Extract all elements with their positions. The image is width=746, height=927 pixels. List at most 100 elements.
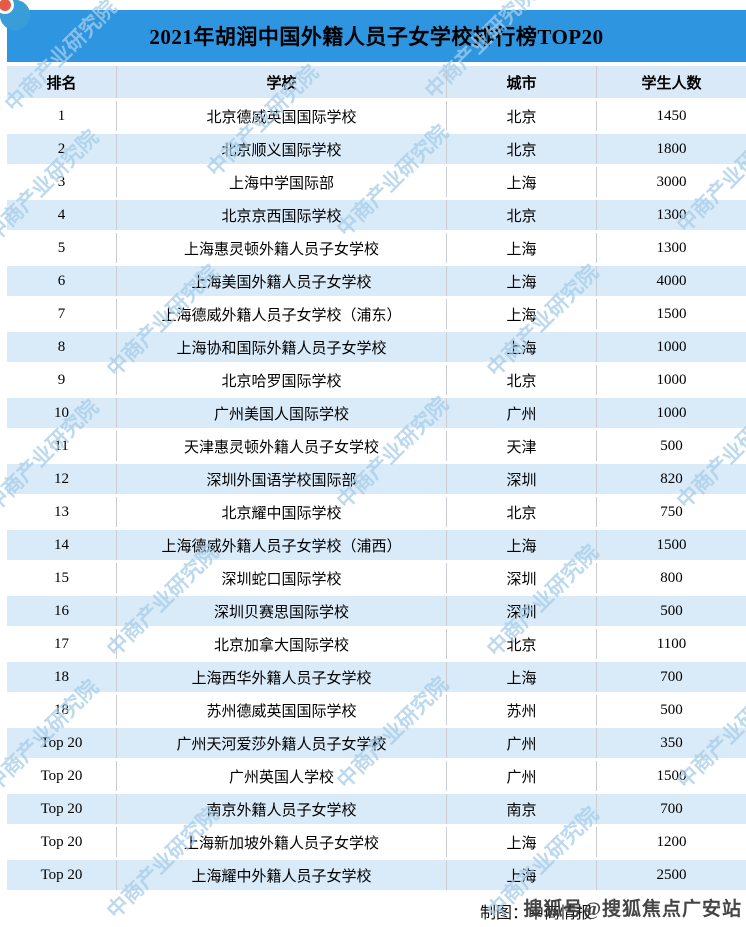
students-cell: 4000 <box>656 272 687 289</box>
city-cell: 深圳 <box>447 563 597 593</box>
students-cell: 820 <box>660 470 683 487</box>
column-header-city: 城市 <box>447 66 597 98</box>
rank-cell: 13 <box>7 497 117 527</box>
school-cell: 广州美国人国际学校 <box>117 398 447 428</box>
rank-cell: 4 <box>7 200 117 230</box>
rank-cell: 18 <box>7 662 117 692</box>
city-cell: 上海 <box>447 530 597 560</box>
table-row: Top 20 广州天河爱莎外籍人员子女学校 广州 350 <box>7 728 746 758</box>
table-body: 1 北京德威英国国际学校 北京 1450 2 北京顺义国际学校 北京 1800 3 上海中学国际部… <box>7 101 746 890</box>
city-cell: 广州 <box>447 398 597 428</box>
school-cell: 天津惠灵顿外籍人员子女学校 <box>117 431 447 461</box>
table-row: 9 北京哈罗国际学校 北京 1000 <box>7 365 746 395</box>
school-cell: 上海德威外籍人员子女学校（浦西） <box>117 530 447 560</box>
rank-cell: 16 <box>7 596 117 626</box>
school-cell: 北京哈罗国际学校 <box>117 365 447 395</box>
city-cell: 北京 <box>447 101 597 131</box>
table-row: 15 深圳蛇口国际学校 深圳 800 <box>7 563 746 593</box>
table-row: 5 上海惠灵顿外籍人员子女学校 上海 1300 <box>7 233 746 263</box>
table-row: 7 上海德威外籍人员子女学校（浦东） 上海 1500 <box>7 299 746 329</box>
rank-cell: Top 20 <box>7 761 117 791</box>
table-row: 6 上海美国外籍人员子女学校 上海 4000 <box>7 266 746 296</box>
table-row: 2 北京顺义国际学校 北京 1800 <box>7 134 746 164</box>
table-row: 13 北京耀中国际学校 北京 750 <box>7 497 746 527</box>
city-cell: 北京 <box>447 629 597 659</box>
school-cell: 北京加拿大国际学校 <box>117 629 447 659</box>
students-cell: 500 <box>660 437 683 454</box>
students-cell: 1200 <box>656 833 687 850</box>
city-cell: 深圳 <box>447 464 597 494</box>
rank-cell: 5 <box>7 233 117 263</box>
table-row: Top 20 南京外籍人员子女学校 南京 700 <box>7 794 746 824</box>
rank-cell: Top 20 <box>7 794 117 824</box>
rank-cell: Top 20 <box>7 827 117 857</box>
students-cell: 1000 <box>656 371 687 388</box>
school-cell: 上海西华外籍人员子女学校 <box>117 662 447 692</box>
school-cell: 北京顺义国际学校 <box>117 134 447 164</box>
rank-cell: 10 <box>7 398 117 428</box>
students-cell: 1500 <box>656 536 687 553</box>
school-cell: 上海协和国际外籍人员子女学校 <box>117 332 447 362</box>
students-cell: 750 <box>660 503 683 520</box>
students-cell: 800 <box>660 569 683 586</box>
rank-cell: 2 <box>7 134 117 164</box>
city-cell: 上海 <box>447 233 597 263</box>
students-cell: 1000 <box>656 404 687 421</box>
students-cell: 1100 <box>656 635 687 652</box>
table-row: Top 20 上海新加坡外籍人员子女学校 上海 1200 <box>7 827 746 857</box>
city-cell: 上海 <box>447 299 597 329</box>
students-cell: 3000 <box>656 173 687 190</box>
table-row: 18 上海西华外籍人员子女学校 上海 700 <box>7 662 746 692</box>
table-row: 12 深圳外国语学校国际部 深圳 820 <box>7 464 746 494</box>
school-cell: 上海惠灵顿外籍人员子女学校 <box>117 233 447 263</box>
table-row: 17 北京加拿大国际学校 北京 1100 <box>7 629 746 659</box>
city-cell: 苏州 <box>447 695 597 725</box>
students-cell: 1500 <box>656 305 687 322</box>
students-cell: 1300 <box>656 239 687 256</box>
rank-cell: 1 <box>7 101 117 131</box>
school-cell: 南京外籍人员子女学校 <box>117 794 447 824</box>
rank-cell: 18 <box>7 695 117 725</box>
school-cell: 上海中学国际部 <box>117 167 447 197</box>
students-cell: 500 <box>660 701 683 718</box>
city-cell: 上海 <box>447 860 597 890</box>
title-bar: 2021年胡润中国外籍人员子女学校排行榜TOP20 <box>7 10 746 62</box>
table-row: 4 北京京西国际学校 北京 1300 <box>7 200 746 230</box>
rank-cell: Top 20 <box>7 860 117 890</box>
school-cell: 北京德威英国国际学校 <box>117 101 447 131</box>
rank-cell: Top 20 <box>7 728 117 758</box>
table-row: Top 20 上海耀中外籍人员子女学校 上海 2500 <box>7 860 746 890</box>
students-cell: 700 <box>660 800 683 817</box>
school-cell: 上海美国外籍人员子女学校 <box>117 266 447 296</box>
rank-cell: 8 <box>7 332 117 362</box>
city-cell: 上海 <box>447 167 597 197</box>
city-cell: 北京 <box>447 200 597 230</box>
rank-cell: 12 <box>7 464 117 494</box>
column-header-rank: 排名 <box>7 66 117 98</box>
school-cell: 苏州德威英国国际学校 <box>117 695 447 725</box>
table-row: 16 深圳贝赛思国际学校 深圳 500 <box>7 596 746 626</box>
table-row: 10 广州美国人国际学校 广州 1000 <box>7 398 746 428</box>
rank-cell: 6 <box>7 266 117 296</box>
table-row: 1 北京德威英国国际学校 北京 1450 <box>7 101 746 131</box>
students-cell: 500 <box>660 602 683 619</box>
table-header-row: 排名 学校 城市 学生人数 <box>7 66 746 98</box>
students-cell: 1500 <box>656 767 687 784</box>
city-cell: 天津 <box>447 431 597 461</box>
students-cell: 1300 <box>656 206 687 223</box>
table-row: 3 上海中学国际部 上海 3000 <box>7 167 746 197</box>
city-cell: 上海 <box>447 332 597 362</box>
school-cell: 上海耀中外籍人员子女学校 <box>117 860 447 890</box>
city-cell: 北京 <box>447 134 597 164</box>
rank-cell: 14 <box>7 530 117 560</box>
city-cell: 上海 <box>447 662 597 692</box>
rank-cell: 9 <box>7 365 117 395</box>
column-header-school: 学校 <box>117 66 447 98</box>
city-cell: 南京 <box>447 794 597 824</box>
students-cell: 1000 <box>656 338 687 355</box>
credit-text: 制图：中商情报 <box>480 905 593 922</box>
school-cell: 广州英国人学校 <box>117 761 447 791</box>
table-row: 14 上海德威外籍人员子女学校（浦西） 上海 1500 <box>7 530 746 560</box>
school-cell: 深圳外国语学校国际部 <box>117 464 447 494</box>
